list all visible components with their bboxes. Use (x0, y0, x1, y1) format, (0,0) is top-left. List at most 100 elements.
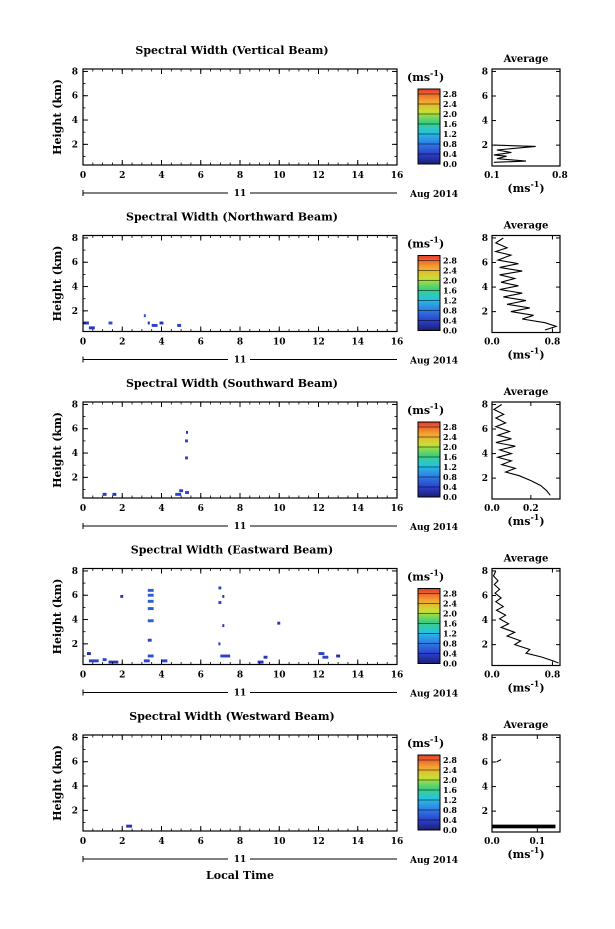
y-tick-label: 2 (72, 806, 78, 816)
panel-title: Spectral Width (Eastward Beam) (131, 544, 333, 557)
date-label-bg (228, 853, 250, 865)
data-cell (147, 607, 154, 611)
data-cell (112, 492, 117, 496)
average-y-tick-label: 4 (482, 783, 488, 793)
x-tick-label: 4 (158, 171, 164, 181)
data-cell (147, 321, 150, 325)
data-cell (222, 594, 225, 598)
x-tick-label: 14 (351, 171, 364, 181)
y-tick-label: 2 (72, 640, 78, 650)
average-unit-close: ) (539, 848, 544, 861)
average-unit-label: (ms-1) (507, 679, 544, 695)
colorbar-unit-close: ) (439, 737, 444, 750)
data-cell (83, 321, 89, 325)
data-cell (322, 655, 329, 659)
x-tick-label: 8 (237, 338, 243, 348)
colorbar-tick-label: 1.2 (443, 129, 457, 139)
date-month-label: Aug 2014 (409, 357, 458, 367)
average-y-tick-label: 6 (482, 92, 488, 102)
colorbar-tick-label: 1.2 (443, 462, 457, 472)
date-month-label: Aug 2014 (409, 190, 458, 200)
date-label-bg (228, 520, 250, 532)
x-tick-label: 16 (391, 338, 404, 348)
x-tick-label: 4 (158, 837, 164, 847)
average-y-tick-label: 8 (482, 567, 488, 577)
x-tick-label: 8 (237, 671, 243, 681)
x-tick-label: 0 (80, 837, 86, 847)
average-x-tick-label: 0.8 (545, 671, 561, 681)
x-tick-label: 10 (273, 504, 286, 514)
colorbar-unit-exponent: -1 (430, 235, 439, 245)
y-tick-label: 4 (72, 449, 78, 459)
data-cell (318, 652, 325, 656)
data-cell (143, 314, 146, 318)
colorbar-unit-exponent: -1 (430, 401, 439, 411)
date-day-label: 11 (234, 356, 247, 366)
y-tick-label: 8 (72, 733, 78, 743)
data-cell (218, 586, 222, 590)
x-tick-label: 8 (237, 837, 243, 847)
plot-frame (82, 401, 398, 499)
y-tick-label: 2 (72, 473, 78, 483)
data-cell (126, 824, 133, 828)
panel-2: Spectral Width (Southward Beam) Height (k… (51, 377, 561, 533)
date-day-label: 11 (234, 189, 247, 199)
x-tick-label: 6 (198, 504, 204, 514)
colorbar-tick-label: 0.0 (443, 825, 457, 835)
x-tick-label: 2 (119, 171, 125, 181)
average-unit-close: ) (539, 182, 544, 195)
x-tick-label: 14 (351, 504, 364, 514)
data-cell (147, 599, 154, 603)
colorbar-tick-label: 2.8 (443, 755, 457, 765)
x-tick-label: 14 (351, 837, 364, 847)
colorbar-tick-label: 2.4 (443, 765, 457, 775)
plot-frame (82, 68, 398, 166)
x-tick-label: 12 (312, 504, 325, 514)
average-y-tick-label: 8 (482, 400, 488, 410)
average-y-tick-label: 2 (482, 641, 488, 651)
colorbar-tick-label: 1.2 (443, 629, 457, 639)
average-y-tick-label: 8 (482, 733, 488, 743)
average-unit-label: (ms-1) (507, 512, 544, 528)
panel-title: Spectral Width (Westward Beam) (129, 710, 334, 723)
data-cell (161, 659, 168, 663)
average-y-tick-label: 6 (482, 592, 488, 602)
average-x-tick-label: 0.0 (484, 837, 500, 847)
data-cell (185, 491, 189, 494)
y-tick-label: 8 (72, 400, 78, 410)
panel-title: Spectral Width (Northward Beam) (126, 211, 338, 224)
data-cell (147, 588, 154, 592)
colorbar-tick-label: 1.2 (443, 296, 457, 306)
colorbar-unit-label: (ms-1) (407, 401, 444, 417)
average-y-tick-label: 4 (482, 117, 488, 127)
colorbar-tick-label: 2.0 (443, 276, 457, 286)
data-cell (277, 621, 281, 625)
y-tick-label: 4 (72, 616, 78, 626)
average-y-tick-label: 6 (482, 758, 488, 768)
panel-3: Spectral Width (Eastward Beam) Height (km… (51, 544, 561, 700)
data-cell (120, 594, 124, 598)
colorbar-tick-label: 0.0 (443, 159, 457, 169)
average-frame (491, 734, 561, 833)
date-month-label: Aug 2014 (409, 523, 458, 533)
x-tick-label: 8 (237, 504, 243, 514)
colorbar-unit-label: (ms-1) (407, 68, 444, 84)
y-axis-label: Height (km) (51, 79, 64, 155)
x-tick-label: 12 (312, 171, 325, 181)
y-tick-label: 6 (72, 758, 78, 768)
x-tick-label: 10 (273, 671, 286, 681)
colorbar-tick-label: 2.0 (443, 442, 457, 452)
data-cell (147, 638, 152, 642)
x-tick-label: 2 (119, 504, 125, 514)
x-tick-label: 0 (80, 671, 86, 681)
colorbar-tick-label: 2.8 (443, 422, 457, 432)
average-title: Average (503, 387, 549, 398)
colorbar-tick-label: 0.8 (443, 472, 457, 482)
x-tick-label: 12 (312, 671, 325, 681)
colorbar-tick-label: 0.8 (443, 306, 457, 316)
date-month-label: Aug 2014 (409, 856, 458, 866)
colorbar (417, 588, 441, 664)
data-cell (88, 326, 95, 330)
average-frame (491, 567, 561, 667)
